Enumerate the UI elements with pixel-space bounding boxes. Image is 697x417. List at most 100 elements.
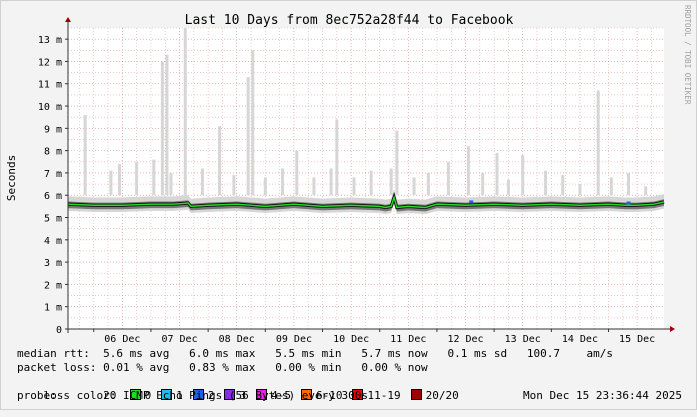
loss-color-swatch [256,389,268,400]
latency-spike [369,170,373,196]
latency-spike [183,28,187,196]
loss-color-label-text: 20/20 [425,389,459,402]
latency-spike [495,152,499,196]
loss-color-item: 4-5 [256,389,291,402]
latency-spike [352,177,356,196]
loss-color-label-text: 4-5 [271,389,291,402]
latency-spike [578,184,582,196]
loss-color-label-text: 11-19 [367,389,401,402]
latency-spike [561,175,565,196]
x-tick-label: 12 Dec [447,334,483,345]
y-tick-label: 7 m [44,169,62,180]
latency-spike [412,177,416,196]
loss-color-swatch [352,389,364,400]
y-tick-label: 1 m [44,303,62,314]
latency-spike [295,150,299,196]
rrdtool-watermark: RRDTOOL / TOBI OETIKER [683,5,692,105]
latency-spike [644,186,648,196]
latency-spike [627,172,631,196]
x-tick-label: 15 Dec [619,334,655,345]
latency-spike [232,175,236,196]
median-line [67,191,665,210]
y-axis-arrow [65,17,71,22]
x-tick-label: 13 Dec [505,334,541,345]
latency-spike [506,179,510,196]
x-tick-label: 14 Dec [562,334,598,345]
latency-spike [329,168,333,196]
plot-area [68,28,664,329]
latency-spike [218,126,222,196]
latency-spike [395,130,399,196]
loss-color-item: 2 [192,389,215,402]
y-axis-ticks: 0 1 m 2 m 3 m 4 m 5 m 6 m 7 m 8 m 9 m 10 m 11 m 12 m… [38,35,68,336]
latency-spike [135,161,139,196]
loss-color-item: 11-19 [352,389,401,402]
packet-loss-stats: packet loss: 0.01 % avg 0.83 % max 0.00 … [17,361,428,374]
x-tick-label: 09 Dec [276,334,312,345]
latency-spike [109,170,113,196]
y-tick-label: 11 m [38,80,62,91]
latency-spike [312,177,316,196]
loss-color-swatch [192,389,204,400]
y-tick-label: 2 m [44,280,62,291]
latency-spike [263,177,267,196]
chart-title: Last 10 Days from 8ec752a28f44 to Facebo… [185,13,514,28]
y-tick-label: 5 m [44,214,62,225]
x-axis-arrow [670,326,675,332]
y-tick-label: 3 m [44,258,62,269]
latency-spike [466,146,470,196]
latency-spike [117,164,121,196]
latency-spike [521,155,525,196]
loss-color-label: loss color: [43,389,117,402]
y-axis-label: Seconds [5,155,18,201]
latency-spike [596,90,600,196]
x-tick-label: 08 Dec [219,334,255,345]
loss-color-item: 0 [129,389,152,402]
loss-color-swatch [129,389,141,400]
loss-color-swatch [410,389,422,400]
loss-marker [626,201,631,205]
y-tick-label: 12 m [38,57,62,68]
median-rtt-stats: median rtt: 5.6 ms avg 6.0 ms max 5.5 ms… [17,347,614,360]
loss-color-items: 0 1 2 3 4-5 6-10 11-19 20/20 [129,389,469,402]
y-tick-label: 10 m [38,102,62,113]
y-tick-label: 6 m [44,191,62,202]
latency-spike [160,61,164,196]
loss-color-item: 1 [161,389,183,402]
latency-spike [83,114,87,196]
x-axis-ticks: 06 Dec 07 Dec 08 Dec 09 Dec 10 Dec 11 Dec 12 D… [93,329,655,345]
loss-color-label-text: 2 [207,389,215,402]
latency-spike [389,168,393,196]
loss-color-legend: loss color: 0 1 2 3 4-5 6-10 11-19 20/20 [17,375,469,417]
latency-spike [446,161,450,196]
x-tick-label: 07 Dec [161,334,197,345]
rtt-chart: Last 10 Days from 8ec752a28f44 to Facebo… [5,5,692,345]
loss-color-item: 6-10 [300,389,343,402]
x-tick-label: 10 Dec [333,334,369,345]
loss-color-swatch [161,389,173,400]
loss-color-label-text: 1 [176,389,183,402]
latency-spike [426,172,430,196]
loss-marker [469,200,474,204]
y-tick-label: 13 m [38,35,62,46]
smoke-inner-band [68,194,664,212]
latency-spike [481,172,485,196]
loss-color-item: 3 [224,389,246,402]
latency-spike [165,54,169,196]
y-tick-label: 0 [56,325,62,336]
y-tick-label: 9 m [44,124,62,135]
latency-spike [200,168,204,196]
latency-spike [152,159,156,196]
loss-color-label-text: 6-10 [315,389,343,402]
y-tick-label: 4 m [44,236,62,247]
latency-spike [280,168,284,196]
loss-color-swatch [224,389,236,400]
probe-info: probe: 20 ICMP Echo Pings (56 Bytes) eve… [17,389,368,402]
latency-spike [246,77,250,196]
latency-spikes [83,28,648,196]
axes [65,17,675,333]
smoke-band [68,189,664,215]
latency-spike [335,119,339,196]
loss-color-label-text: 0 [144,389,152,402]
